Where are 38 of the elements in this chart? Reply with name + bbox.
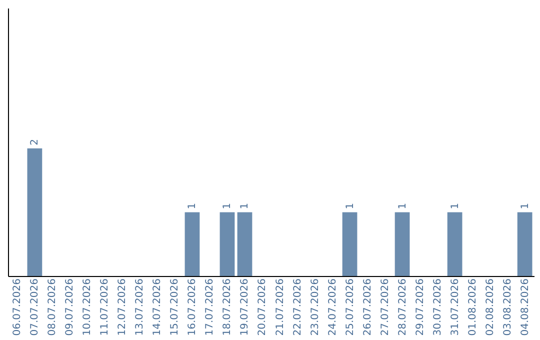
x-tick-label: 20.07.2026 — [257, 278, 268, 336]
x-tick-label: 11.07.2026 — [100, 278, 111, 336]
x-tick-label: 08.07.2026 — [47, 278, 58, 336]
x-tick-label: 16.07.2026 — [187, 278, 198, 336]
data-label: 1 — [240, 202, 251, 210]
x-tick-label: 17.07.2026 — [204, 278, 216, 336]
data-label: 1 — [397, 202, 408, 210]
x-tick-label: 28.07.2026 — [397, 278, 408, 336]
x-tick-label: 29.07.2026 — [414, 278, 426, 336]
x-tick-label: 12.07.2026 — [117, 278, 128, 336]
data-label: 1 — [344, 202, 356, 210]
x-tick-label: 02.08.2026 — [484, 278, 496, 336]
x-tick-label: 06.07.2026 — [12, 278, 24, 336]
x-tick-label: 03.08.2026 — [502, 278, 514, 336]
x-tick-label: 04.08.2026 — [520, 278, 531, 336]
x-tick-label: 26.07.2026 — [362, 278, 374, 336]
x-tick-label: 30.07.2026 — [432, 278, 444, 336]
x-tick-label: 09.07.2026 — [64, 278, 76, 336]
x-tick-label: 15.07.2026 — [170, 278, 181, 336]
data-label: 1 — [450, 202, 461, 210]
x-tick-label: 25.07.2026 — [344, 278, 356, 336]
x-tick-label: 19.07.2026 — [240, 278, 251, 336]
x-tick-label: 18.07.2026 — [222, 278, 234, 336]
x-tick-label: 13.07.2026 — [134, 278, 146, 336]
x-tick-label: 24.07.2026 — [327, 278, 338, 336]
x-tick-label: 10.07.2026 — [82, 278, 94, 336]
data-label: 1 — [222, 202, 234, 210]
x-tick-label: 07.07.2026 — [30, 278, 41, 336]
x-tick-label: 31.07.2026 — [450, 278, 461, 336]
x-tick-label: 23.07.2026 — [310, 278, 321, 336]
data-label: 1 — [520, 202, 531, 210]
data-label: 2 — [30, 139, 41, 146]
x-tick-label: 27.07.2026 — [380, 278, 391, 336]
x-tick-label: 14.07.2026 — [152, 278, 164, 336]
x-tick-label: 21.07.2026 — [274, 278, 286, 336]
x-tick-label: 01.08.2026 — [467, 278, 478, 336]
x-tick-label: 22.07.2026 — [292, 278, 304, 336]
data-label: 1 — [187, 202, 198, 210]
